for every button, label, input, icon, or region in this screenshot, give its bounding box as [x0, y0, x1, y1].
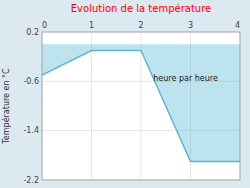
tick-label: 3: [188, 21, 193, 30]
grid-line: [91, 32, 92, 180]
chart: Evolution de la température Température e…: [0, 0, 250, 188]
tick-label: 2: [138, 21, 143, 30]
grid-line: [141, 32, 142, 180]
tick-label: 4: [235, 21, 240, 30]
annotation: heure par heure: [153, 74, 218, 83]
title: Evolution de la température: [71, 3, 211, 14]
tick-label: 1: [89, 21, 94, 30]
plot-area: [42, 32, 240, 180]
frame: [42, 32, 240, 180]
marks: [42, 44, 240, 161]
tick-label: 0.2: [26, 28, 39, 37]
tick-label: 0: [42, 21, 47, 30]
line: [42, 51, 240, 162]
y-axis-label: Température en °C: [1, 68, 11, 145]
tick-label: -0.6: [23, 77, 39, 86]
area: [42, 44, 240, 161]
tick-label: -2.2: [23, 176, 39, 185]
tick-label: -1.4: [23, 126, 39, 135]
